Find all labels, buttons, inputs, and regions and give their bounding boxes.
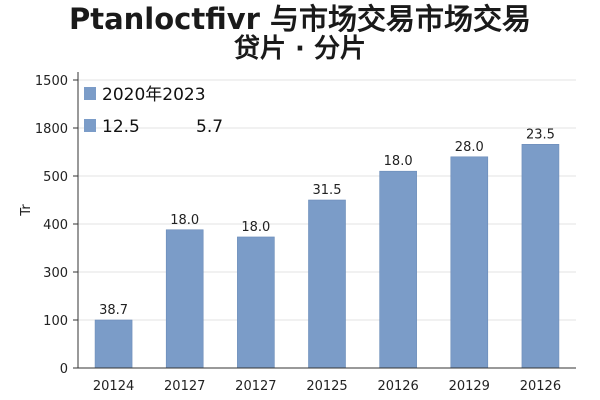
bar-data-label: 18.0 (170, 213, 199, 228)
axes (73, 72, 576, 369)
bar (450, 156, 489, 369)
y-tick-label: 500 (43, 170, 68, 185)
y-tick-label: 1800 (35, 122, 68, 137)
chart-subtitle: 贷片 · 分片 (234, 34, 366, 64)
bar-data-label: 23.5 (526, 127, 555, 142)
x-tick-label: 20126 (520, 379, 561, 394)
bar (165, 229, 204, 369)
legend-swatch-1 (84, 87, 96, 100)
y-tick-label: 1500 (35, 74, 68, 89)
legend-label-2: 12.5 (102, 117, 140, 137)
legend-label-2b: 5.7 (196, 117, 223, 137)
bars (94, 144, 560, 369)
chart-title: Ptanloctfivr 与市场交易市场交易 (68, 2, 532, 36)
x-tick-label: 20127 (235, 379, 276, 394)
bar (521, 144, 560, 369)
data-labels: 38.7 18.0 18.0 31.5 18.0 28.0 23.5 (99, 127, 555, 318)
x-tick-label: 20124 (93, 379, 134, 394)
x-tick-label: 20126 (377, 379, 418, 394)
y-tick-label: 400 (43, 218, 68, 233)
bar (237, 236, 275, 369)
tick-labels: 0 100 300 400 500 1800 1500 20124 20127 20127 2012… (35, 74, 561, 394)
legend-label-1: 2020年2023 (102, 85, 206, 105)
bar (379, 170, 417, 369)
bar-data-label: 18.0 (241, 220, 270, 235)
bar-data-label: 31.5 (313, 183, 342, 198)
y-tick-label: 300 (43, 266, 68, 281)
y-axis-label: Tr (19, 204, 34, 217)
legend: 2020年2023 12.5 5.7 (84, 85, 223, 137)
y-tick-label: 100 (43, 314, 68, 329)
bar (308, 199, 346, 369)
bar (94, 319, 133, 369)
x-tick-label: 20125 (306, 379, 347, 394)
bar-data-label: 28.0 (455, 140, 484, 155)
legend-swatch-2 (84, 119, 96, 132)
x-tick-label: 20127 (164, 379, 205, 394)
y-tick-label: 0 (60, 362, 68, 377)
x-tick-label: 20129 (449, 379, 490, 394)
bar-data-label: 38.7 (99, 303, 128, 318)
bar-data-label: 18.0 (384, 154, 413, 169)
